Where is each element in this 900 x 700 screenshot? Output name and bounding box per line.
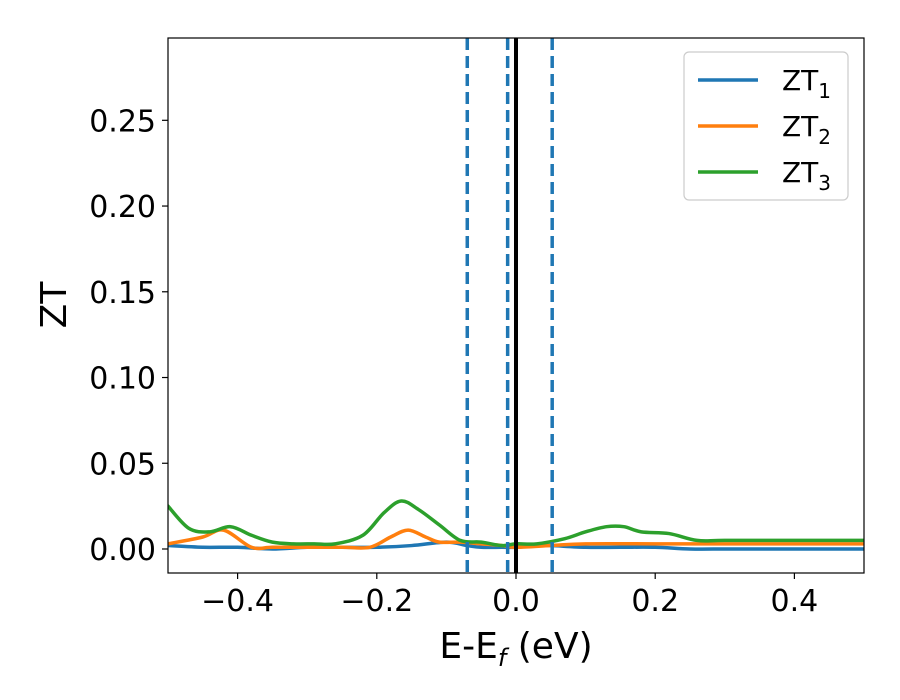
y-tick-label: 0.20 [89, 190, 156, 225]
x-axis-label: E-Ef (eV) [439, 626, 592, 672]
legend-label-zt1: ZT1 [782, 64, 831, 103]
legend-box [683, 51, 849, 201]
y-tick-label: 0.25 [89, 104, 156, 139]
legend-label-zt3: ZT3 [782, 156, 831, 195]
x-tick-label: −0.2 [340, 584, 413, 619]
series-line-zt2 [168, 528, 864, 551]
axis-ticks: −0.4 −0.2 0.0 0.2 0.4 0.00 0.05 0.10 0.15 0.20 0.2… [89, 104, 818, 619]
x-tick-label: 0.0 [492, 584, 540, 619]
y-tick-label: 0.15 [89, 276, 156, 311]
x-axis-label-main: E-E [439, 626, 497, 667]
x-tick-label: 0.2 [631, 584, 679, 619]
y-tick-label: 0.05 [89, 447, 156, 482]
legend: ZT1 ZT2 ZT3 [683, 51, 849, 201]
legend-label-zt2: ZT2 [782, 110, 831, 149]
x-axis-label-suffix: (eV) [506, 626, 592, 667]
series-line-zt3 [168, 499, 864, 548]
y-tick-label: 0.10 [89, 362, 156, 397]
x-tick-label: −0.4 [201, 584, 274, 619]
y-axis-label: ZT [34, 281, 75, 329]
y-tick-label: 0.00 [89, 533, 156, 568]
x-tick-label: 0.4 [771, 584, 819, 619]
plot-content [168, 38, 864, 573]
